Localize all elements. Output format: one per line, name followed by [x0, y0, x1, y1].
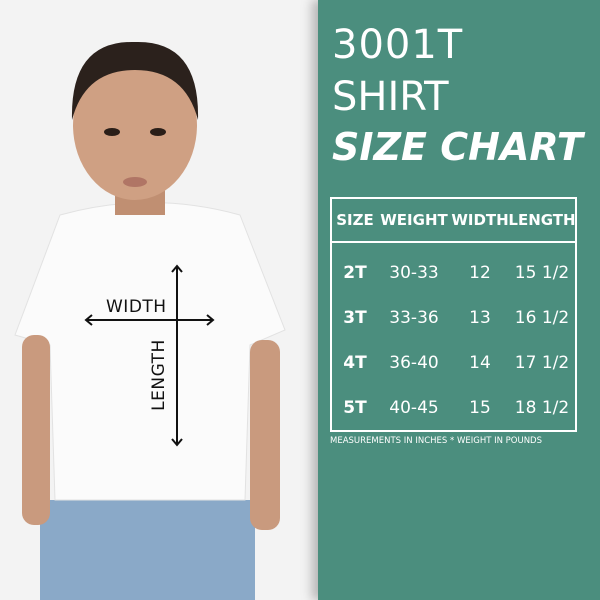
product-type: SHIRT — [332, 74, 449, 120]
header-width: WIDTH — [451, 211, 509, 229]
cell-length: 17 1/2 — [514, 353, 570, 373]
cell-weight: 30-33 — [389, 263, 439, 283]
product-photo: WIDTH LENGTH — [14, 41, 286, 600]
length-label: LENGTH — [148, 339, 169, 411]
size-table: SIZE WEIGHT WIDTH LENGTH 2T 30-33 12 15 1/2… — [330, 197, 577, 432]
table-header: SIZE WEIGHT WIDTH LENGTH — [332, 199, 576, 243]
left-eye — [104, 128, 120, 136]
header-length: LENGTH — [508, 211, 576, 229]
cell-length: 18 1/2 — [514, 398, 570, 418]
mouth — [123, 177, 147, 187]
cell-width: 15 — [469, 398, 491, 418]
right-eye — [150, 128, 166, 136]
child-in-tshirt-illustration — [14, 41, 286, 600]
length-arrowhead-bottom — [171, 438, 183, 447]
cell-weight: 36-40 — [389, 353, 439, 373]
cell-length: 15 1/2 — [514, 263, 570, 283]
tshirt — [14, 202, 286, 501]
measure-arrows — [84, 264, 215, 447]
right-arm — [250, 340, 280, 530]
chart-title: SIZE CHART — [332, 125, 583, 169]
cell-weight: 33-36 — [389, 308, 439, 328]
cell-size: 4T — [343, 353, 367, 373]
cell-size: 5T — [343, 398, 367, 418]
cell-length: 16 1/2 — [514, 308, 570, 328]
cell-width: 13 — [469, 308, 491, 328]
cell-size: 3T — [343, 308, 367, 328]
left-arm — [22, 335, 50, 525]
header-weight: WEIGHT — [380, 211, 448, 229]
width-label: WIDTH — [106, 297, 167, 317]
cell-weight: 40-45 — [389, 398, 439, 418]
width-arrowhead-right — [206, 314, 215, 326]
hair — [71, 41, 199, 120]
cell-size: 2T — [343, 263, 367, 283]
width-arrowhead-left — [84, 314, 93, 326]
size-chart-panel: 3001T SHIRT SIZE CHART SIZE WEIGHT WIDTH… — [318, 0, 600, 600]
length-arrowhead-top — [171, 264, 183, 273]
header-size: SIZE — [336, 211, 374, 229]
product-code: 3001T — [332, 22, 464, 68]
cell-width: 14 — [469, 353, 491, 373]
cell-width: 12 — [469, 263, 491, 283]
head — [73, 50, 197, 200]
measurement-note: MEASUREMENTS IN INCHES * WEIGHT IN POUND… — [330, 436, 543, 446]
jeans — [40, 500, 255, 600]
